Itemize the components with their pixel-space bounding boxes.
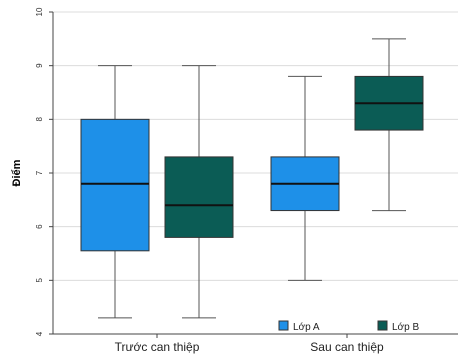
legend-label: Lớp A — [293, 322, 320, 333]
y-tick-label: 6 — [35, 224, 44, 229]
y-axis-ticks: 4 5 6 7 8 9 10 — [35, 7, 53, 336]
boxes — [80, 38, 424, 319]
legend-swatch — [278, 320, 289, 331]
legend-swatch — [377, 320, 388, 331]
x-axis-ticks: Trước can thiệp Sau can thiệp — [115, 334, 384, 354]
x-tick-label: Sau can thiệp — [310, 340, 384, 354]
y-tick-label: 5 — [35, 278, 44, 283]
box-a-1 — [80, 65, 150, 319]
legend-item: Lớp A — [278, 320, 320, 333]
y-tick-label: 4 — [35, 331, 44, 336]
iqr-box — [80, 118, 150, 252]
box-a-2 — [270, 75, 340, 281]
iqr-box — [164, 156, 234, 238]
y-tick-label: 8 — [35, 117, 44, 122]
y-axis-title: Điểm — [11, 159, 23, 186]
y-tick-label: 7 — [35, 170, 44, 175]
y-tick-label: 10 — [35, 7, 44, 16]
box-b-1 — [164, 65, 234, 319]
box-b-2 — [354, 38, 424, 212]
y-tick-label: 9 — [35, 63, 44, 68]
x-tick-label: Trước can thiệp — [115, 340, 200, 354]
legend-item: Lớp B — [377, 320, 419, 333]
legend-label: Lớp B — [392, 322, 419, 333]
legend: Lớp A Lớp B — [278, 320, 419, 333]
